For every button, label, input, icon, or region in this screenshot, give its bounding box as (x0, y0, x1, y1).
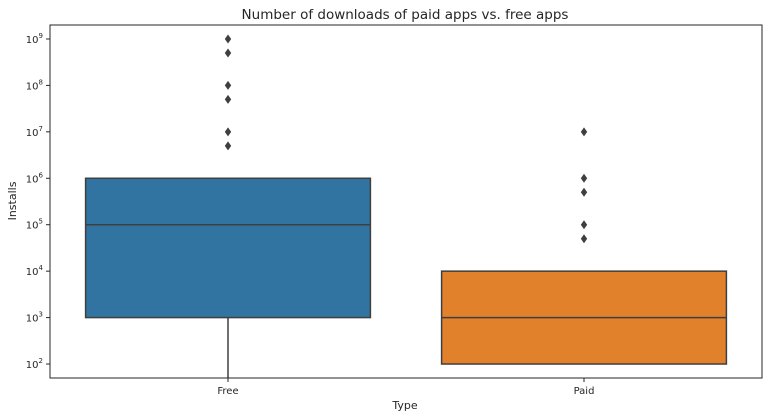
x-tick-label-paid: Paid (574, 386, 595, 397)
outlier-point-paid (580, 234, 588, 244)
y-tick-label: 108 (26, 78, 43, 92)
plot-frame (49, 24, 763, 379)
outlier-point-free (224, 141, 232, 151)
plot-area: 102 103 104 105 106 107 108 109 Free Paid (26, 32, 728, 397)
outlier-point-paid (580, 187, 588, 197)
y-tick-label: 102 (26, 357, 43, 371)
x-axis-label: Type (391, 399, 417, 412)
outlier-point-free (224, 94, 232, 104)
outlier-point-free (224, 48, 232, 58)
box-free (84, 177, 372, 319)
x-tick-label-free: Free (217, 386, 238, 397)
outlier-point-free (224, 34, 232, 44)
y-tick-label: 106 (26, 171, 44, 185)
outlier-point-paid (580, 220, 588, 230)
outlier-point-free (224, 127, 232, 137)
y-tick-label: 107 (26, 125, 43, 139)
y-axis-label: Installs (6, 181, 19, 220)
outlier-point-paid (580, 127, 588, 137)
outlier-point-paid (580, 173, 588, 183)
y-tick-label: 105 (26, 218, 43, 232)
outlier-point-free (224, 80, 232, 90)
y-tick-label: 104 (26, 264, 44, 278)
chart-title: Number of downloads of paid apps vs. fre… (242, 7, 569, 23)
y-tick-label: 109 (26, 32, 43, 46)
y-tick-label: 103 (26, 311, 43, 325)
